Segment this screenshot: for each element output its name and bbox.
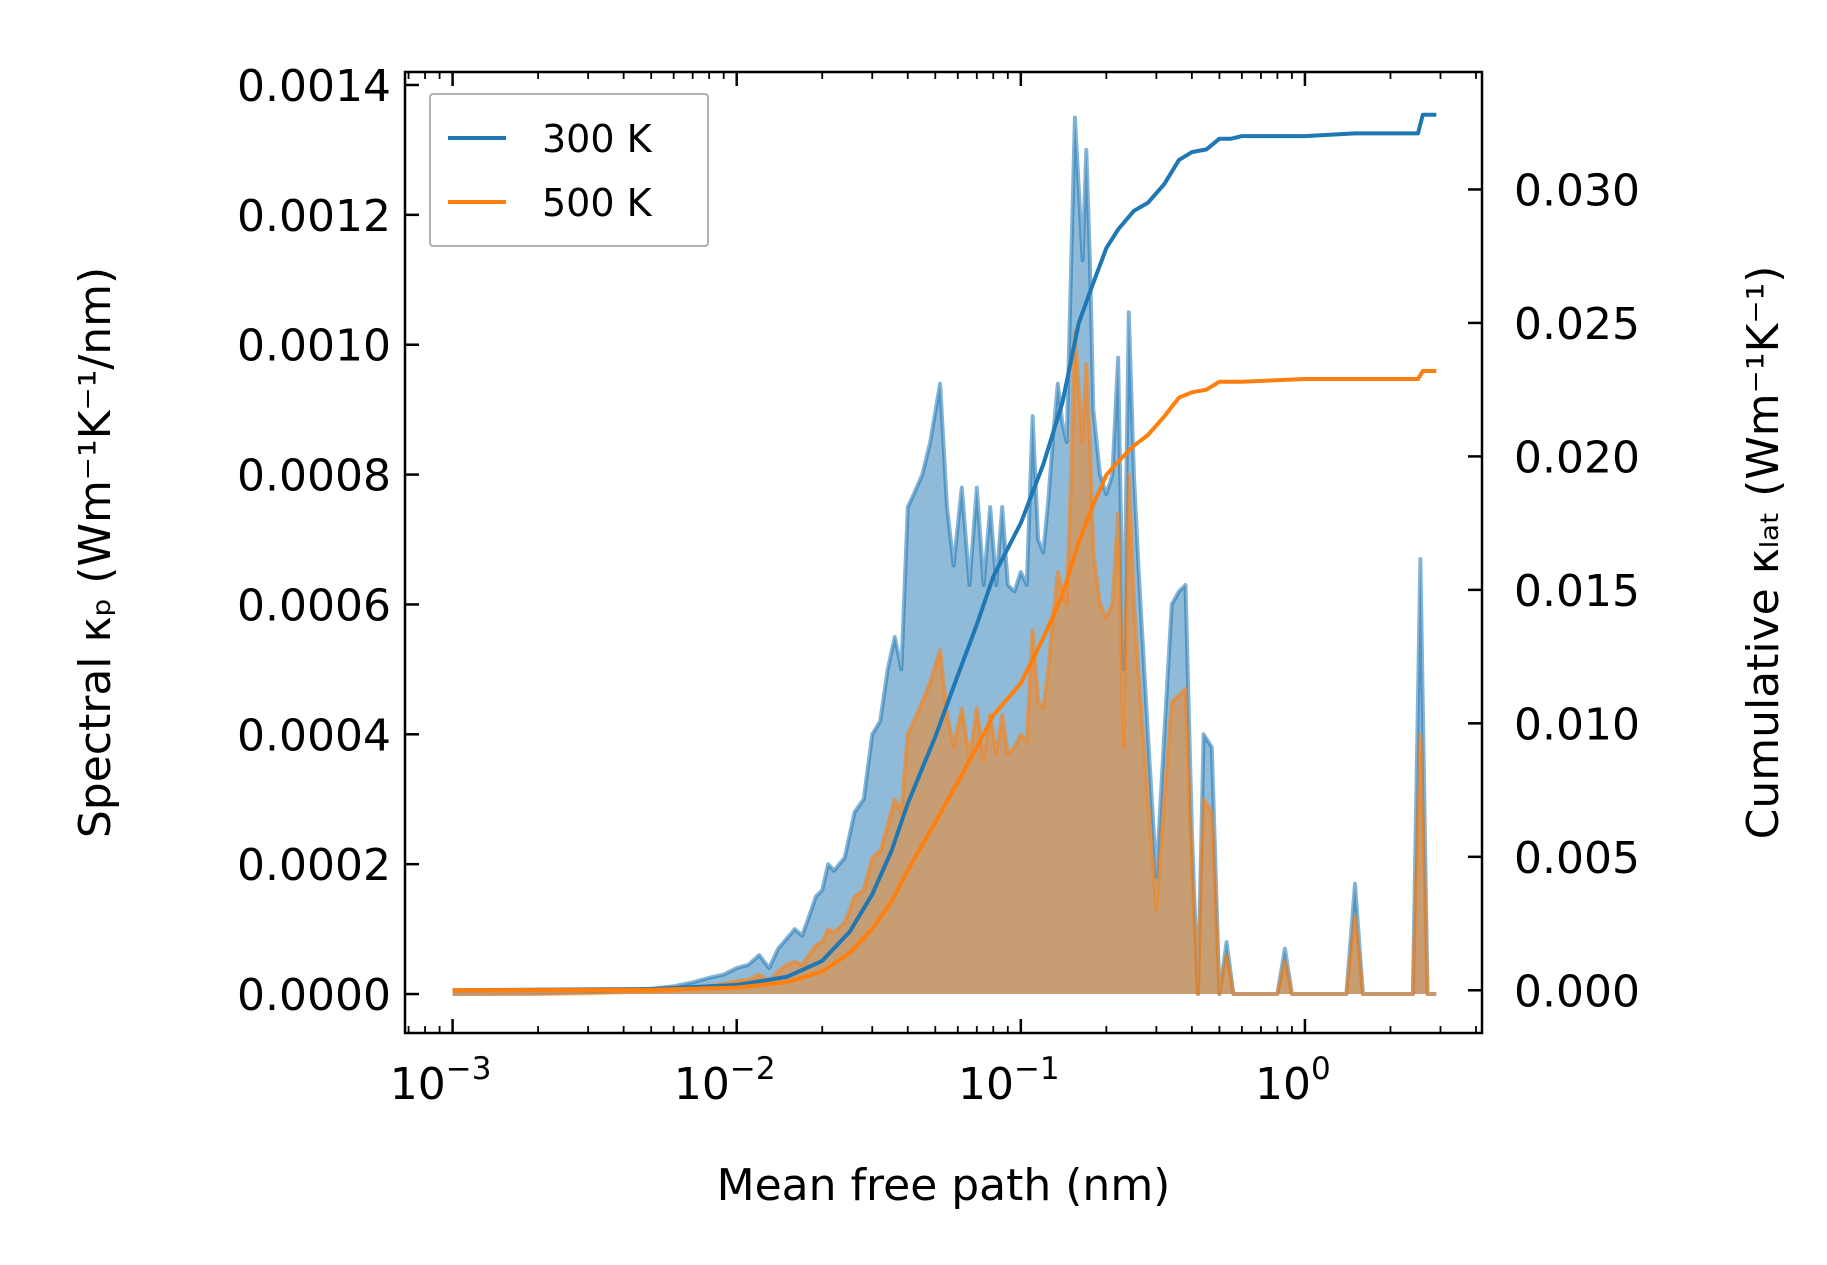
- y-left-tick-label: 0.0004: [237, 710, 391, 761]
- y-axis-right-label: Cumulative κₗₐₜ (Wm⁻¹K⁻¹): [1738, 266, 1789, 840]
- y-left-tick-label: 0.0002: [237, 840, 391, 891]
- y-right-tick-label: 0.005: [1514, 833, 1640, 884]
- y-right-tick-label: 0.025: [1514, 299, 1640, 350]
- tick-labels: 10−3 10−2 10−1 100 0.0000 0.0002 0.0004 0.0006 0…: [237, 61, 1640, 1110]
- x-axis-label: Mean free path (nm): [717, 1160, 1171, 1211]
- x-tick-label: 10−1: [958, 1051, 1060, 1110]
- y-right-tick-label: 0.000: [1514, 966, 1640, 1017]
- spectral-fills: [452, 115, 1437, 996]
- cumulative-line-500k: [452, 369, 1437, 993]
- x-tick-label: 100: [1255, 1051, 1331, 1110]
- y-right-tick-label: 0.020: [1514, 432, 1640, 483]
- legend-box: [429, 93, 709, 247]
- plot-frame: [403, 70, 1484, 1035]
- y-left-tick-label: 0.0012: [237, 191, 391, 242]
- y-left-tick-label: 0.0014: [237, 61, 391, 112]
- legend: 300 K 500 K: [429, 93, 709, 247]
- y-axis-left-label: Spectral κₚ (Wm⁻¹K⁻¹/nm): [70, 267, 121, 838]
- x-tick-label: 10−3: [390, 1051, 492, 1110]
- cumulative-line-300k: [452, 112, 1437, 993]
- legend-label-300k: 300 K: [542, 117, 653, 161]
- y-right-tick-label: 0.015: [1514, 566, 1640, 617]
- spectral-outline-500k: [452, 329, 1437, 996]
- y-left-tick-label: 0.0006: [237, 580, 391, 631]
- legend-label-500k: 500 K: [542, 181, 653, 225]
- x-tick-label: 10−2: [674, 1051, 776, 1110]
- axis-ticks: [405, 72, 1482, 1033]
- y-right-tick-label: 0.010: [1514, 699, 1640, 750]
- y-left-tick-label: 0.0000: [237, 970, 391, 1021]
- y-right-tick-label: 0.030: [1514, 165, 1640, 216]
- y-left-tick-label: 0.0008: [237, 451, 391, 502]
- series-lines: [452, 112, 1437, 993]
- y-left-tick-label: 0.0010: [237, 321, 391, 372]
